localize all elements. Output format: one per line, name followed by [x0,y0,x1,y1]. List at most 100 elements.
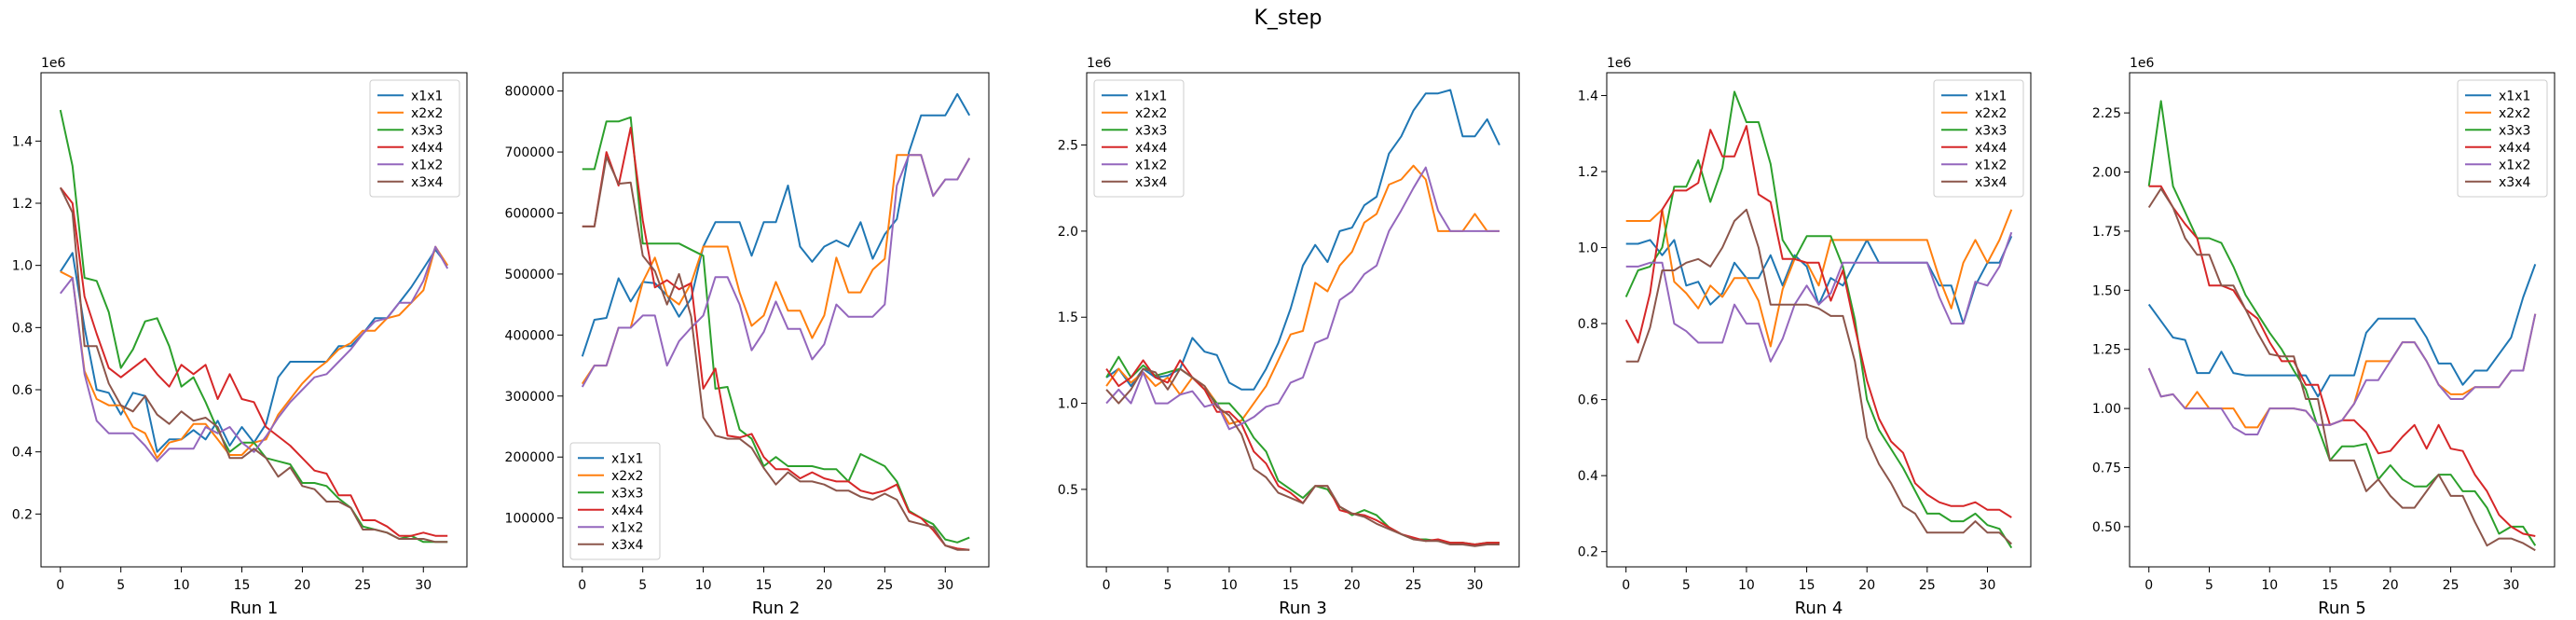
legend-label-x3x4: x3x4 [1135,175,1167,190]
series-line-x2x2 [1625,208,2013,348]
axes-frame [2129,72,2555,568]
legend-label-x2x2: x2x2 [1975,106,2007,121]
legend-label-x3x3: x3x3 [411,123,443,138]
y-tick-label: 800000 [505,85,555,100]
x-tick-label: 5 [1164,578,1172,593]
y-tick-label: 2.0 [1058,225,1078,240]
x-tick-label: 10 [695,578,712,593]
legend-label-x1x2: x1x2 [611,520,643,535]
x-tick-label: 0 [1103,578,1111,593]
legend-frame [1093,79,1185,198]
x-tick-label: 25 [876,578,893,593]
legend-label-x4x4: x4x4 [1135,141,1167,156]
legend-label-x4x4: x4x4 [1975,141,2007,156]
legend-label-x3x3: x3x3 [1975,123,2007,138]
legend-label-x2x2: x2x2 [1135,106,1167,121]
series-line-x3x4 [59,186,448,544]
y-tick-label: 400000 [505,328,555,343]
x-tick-label: 30 [1980,578,1996,593]
y-tick-label: 1.4 [12,134,33,149]
y-tick-label: 2.5 [1058,139,1078,154]
x-tick-label: 0 [56,578,64,593]
subplots: 0 5 10 15 20 25 30 0.2 0.4 0.6 0.8 1.0 1.2 1.4 1e6 Run … [12,56,2555,618]
legend-frame [369,79,460,198]
y-offset-label: 1e6 [41,56,66,71]
subplot-4: 0 5 10 15 20 25 30 0.2 0.4 0.6 0.8 1.0 1.2 1.4 1e6 Run … [1578,56,2032,618]
y-tick-label: 0.6 [12,383,33,398]
subplot-5: 0 5 10 15 20 25 30 0.50 0.75 1.00 1.25 1.50 1.75 2.00… [2092,56,2555,618]
y-tick-label: 0.2 [1578,545,1598,560]
series-line-x1x2 [1625,231,2013,363]
x-tick-label: 25 [2443,578,2460,593]
x-tick-label: 0 [2144,578,2153,593]
x-tick-label: 5 [638,578,647,593]
series-line-x4x4 [1624,125,2012,518]
x-tick-label: 30 [1467,578,1484,593]
x-tick-label: 20 [2382,578,2399,593]
legend-label-x1x1: x1x1 [2499,89,2530,103]
x-axis-label: Run 3 [1279,599,1327,618]
x-tick-label: 15 [756,578,773,593]
x-tick-label: 5 [116,578,125,593]
y-tick-label: 1.2 [1578,165,1598,180]
x-tick-label: 5 [1682,578,1691,593]
x-tick-label: 10 [173,578,190,593]
legend: x1x1 x2x2 x3x3 x4x4 x1x2 x3x4 [1093,79,1185,198]
figure-suptitle: K_step [1254,7,1322,30]
y-tick-label: 1.5 [1058,310,1078,325]
x-tick-label: 15 [1799,578,1816,593]
y-tick-label: 600000 [505,206,555,221]
series-line-x1x1 [2147,264,2537,398]
x-tick-label: 10 [2261,578,2278,593]
series-line-x1x2 [1105,166,1500,431]
legend-label-x1x2: x1x2 [1975,158,2007,172]
y-tick-label: 1.00 [2092,402,2121,417]
x-tick-label: 15 [234,578,251,593]
x-tick-label: 0 [1622,578,1630,593]
legend-label-x1x1: x1x1 [611,451,643,466]
y-tick-label: 0.2 [12,507,33,522]
subplot-2: 0 5 10 15 20 25 30 100000 200000 300000 400000 5000… [505,72,990,618]
legend-label-x1x2: x1x2 [2499,158,2530,172]
y-tick-label: 0.50 [2092,520,2121,535]
x-tick-label: 5 [2205,578,2213,593]
series-line-x1x2 [581,154,971,388]
y-tick-label: 2.25 [2092,106,2121,121]
axes-frame [40,72,468,568]
series-line-x3x4 [582,156,970,551]
legend-label-x2x2: x2x2 [2499,106,2530,121]
axes-frame [1606,72,2032,568]
legend-label-x3x3: x3x3 [1135,123,1167,138]
series-line-x3x3 [2147,100,2537,546]
subplot-1: 0 5 10 15 20 25 30 0.2 0.4 0.6 0.8 1.0 1.2 1.4 1e6 Run … [12,56,468,618]
series-line-x3x4 [2147,187,2536,552]
x-tick-label: 10 [1221,578,1238,593]
y-offset-label: 1e6 [1087,56,1112,71]
x-tick-label: 30 [2502,578,2519,593]
y-tick-label: 1.4 [1578,89,1598,103]
y-tick-label: 100000 [505,512,555,527]
x-axis-label: Run 4 [1795,599,1843,618]
y-tick-label: 200000 [505,450,555,465]
series-line-x4x4 [60,186,448,537]
series-line-x1x2 [2147,313,2537,435]
legend-label-x3x4: x3x4 [611,538,643,553]
y-tick-label: 1.25 [2092,343,2121,358]
x-tick-label: 25 [354,578,371,593]
legend-label-x2x2: x2x2 [411,106,443,121]
legend-label-x4x4: x4x4 [411,141,443,156]
x-tick-label: 25 [1405,578,1422,593]
legend: x1x1 x2x2 x3x3 x4x4 x1x2 x3x4 [369,79,460,198]
series-line-x3x3 [1624,90,2013,549]
legend-label-x1x2: x1x2 [1135,158,1167,172]
y-tick-label: 700000 [505,145,555,160]
y-tick-label: 2.00 [2092,166,2121,181]
x-tick-label: 20 [1858,578,1875,593]
series-line-x2x2 [581,154,971,385]
series-line-x4x4 [582,126,970,551]
legend-frame [2457,79,2548,198]
legend: x1x1 x2x2 x3x3 x4x4 x1x2 x3x4 [2457,79,2548,198]
y-tick-label: 1.75 [2092,225,2121,240]
legend-label-x2x2: x2x2 [611,469,643,484]
y-offset-label: 1e6 [1607,56,1632,71]
